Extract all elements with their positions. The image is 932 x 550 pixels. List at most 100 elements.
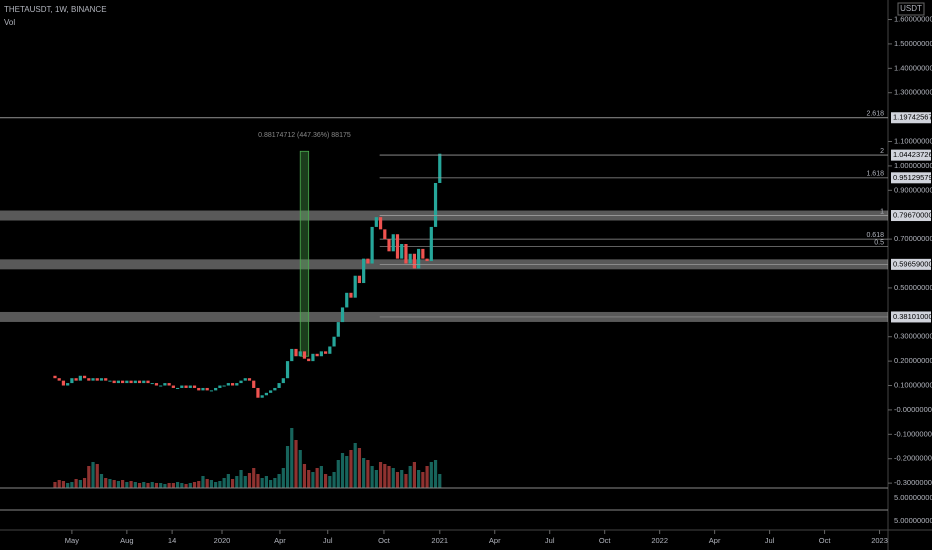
- volume-bar: [252, 468, 256, 488]
- volume-bar: [82, 478, 87, 488]
- level-box: [891, 149, 931, 161]
- volume-bar: [357, 448, 362, 488]
- candle: [133, 380, 137, 384]
- candle: [53, 375, 57, 379]
- fib-label: 1: [880, 208, 884, 215]
- volume-bar: [133, 482, 137, 488]
- candle: [116, 380, 120, 384]
- pane-label: 5.00000000: [894, 516, 932, 525]
- volume-bar: [417, 470, 421, 488]
- candle: [66, 383, 70, 386]
- currency-box[interactable]: [897, 2, 925, 16]
- x-tick-label: 2023: [871, 536, 888, 545]
- candle: [307, 358, 311, 362]
- candle: [222, 385, 226, 387]
- candle: [150, 383, 154, 385]
- x-tick-label: Jul: [323, 536, 333, 545]
- y-tick-label: 0.70000000: [894, 234, 932, 243]
- volume-bar: [167, 483, 171, 488]
- y-tick-label: 0.30000000: [894, 332, 932, 341]
- level-box: [891, 258, 931, 270]
- candle: [315, 353, 319, 357]
- candle: [324, 351, 328, 354]
- x-tick-label: Apr: [489, 536, 501, 545]
- pane-label: 5.00000000: [894, 493, 932, 502]
- volume-bar: [345, 456, 349, 488]
- candle: [121, 380, 125, 384]
- volume-bar: [188, 483, 192, 488]
- candle: [294, 348, 298, 357]
- candle: [159, 385, 163, 387]
- volume-bar: [349, 450, 353, 488]
- candle: [180, 385, 184, 388]
- candle: [230, 383, 235, 386]
- candle: [108, 380, 112, 382]
- candle: [273, 387, 277, 391]
- candle: [197, 387, 201, 391]
- x-tick-label: 2020: [214, 536, 231, 545]
- candle: [95, 378, 99, 381]
- candle: [188, 385, 192, 388]
- volume-bar: [116, 481, 120, 488]
- volume-bar: [176, 482, 180, 488]
- candle: [129, 380, 133, 384]
- volume-bar: [387, 466, 391, 488]
- volume-bar: [214, 482, 218, 488]
- volume-bar: [121, 480, 125, 488]
- level-label: 1.19742567: [893, 113, 932, 122]
- candle: [70, 378, 74, 384]
- volume-bar: [78, 480, 82, 488]
- currency[interactable]: USDT: [900, 4, 922, 13]
- x-tick-label: Apr: [274, 536, 286, 545]
- volume-bar: [171, 483, 175, 488]
- candle: [433, 183, 438, 227]
- volume-bar: [400, 470, 404, 488]
- volume-bar: [247, 473, 252, 488]
- candle: [256, 387, 260, 398]
- candle: [243, 378, 247, 381]
- volume-bar: [429, 462, 433, 488]
- fib-label: 2.618: [866, 111, 884, 118]
- volume-bar: [324, 474, 328, 488]
- volume-bar: [184, 484, 188, 488]
- volume-bar: [395, 472, 400, 488]
- candle: [340, 307, 345, 323]
- candle: [336, 322, 340, 337]
- indicator-label: Vol: [4, 18, 15, 27]
- volume-bar: [328, 476, 332, 488]
- level-label: 0.38101000: [893, 312, 932, 321]
- volume-bar: [260, 478, 264, 488]
- volume-bar: [235, 476, 239, 488]
- candle: [57, 378, 61, 381]
- y-tick-label: 0.20000000: [894, 356, 932, 365]
- candle: [214, 387, 218, 391]
- volume-bar: [298, 450, 302, 488]
- candle: [201, 387, 205, 391]
- volume-bar: [159, 483, 163, 488]
- volume-bar: [192, 482, 197, 488]
- candle: [91, 378, 95, 381]
- candle: [404, 244, 408, 264]
- candle: [366, 258, 370, 264]
- candle: [87, 378, 91, 381]
- volume-bar: [209, 480, 214, 488]
- candle: [252, 380, 256, 388]
- candle: [353, 275, 357, 298]
- volume-bar: [374, 470, 378, 488]
- level-box: [891, 311, 931, 323]
- candle: [82, 375, 87, 379]
- x-tick-label: Jul: [765, 536, 775, 545]
- candle: [429, 226, 433, 262]
- volume-bar: [362, 458, 366, 488]
- y-tick-label: 1.60000000: [894, 15, 932, 24]
- volume-bar: [269, 480, 273, 488]
- volume-bar: [104, 478, 108, 488]
- level-label: 0.59659000: [893, 259, 932, 268]
- candle: [421, 248, 425, 259]
- volume-bar: [290, 428, 294, 488]
- candle: [171, 385, 175, 388]
- fib-label: 2: [880, 148, 884, 155]
- candle: [395, 234, 400, 259]
- volume-bar: [137, 483, 142, 488]
